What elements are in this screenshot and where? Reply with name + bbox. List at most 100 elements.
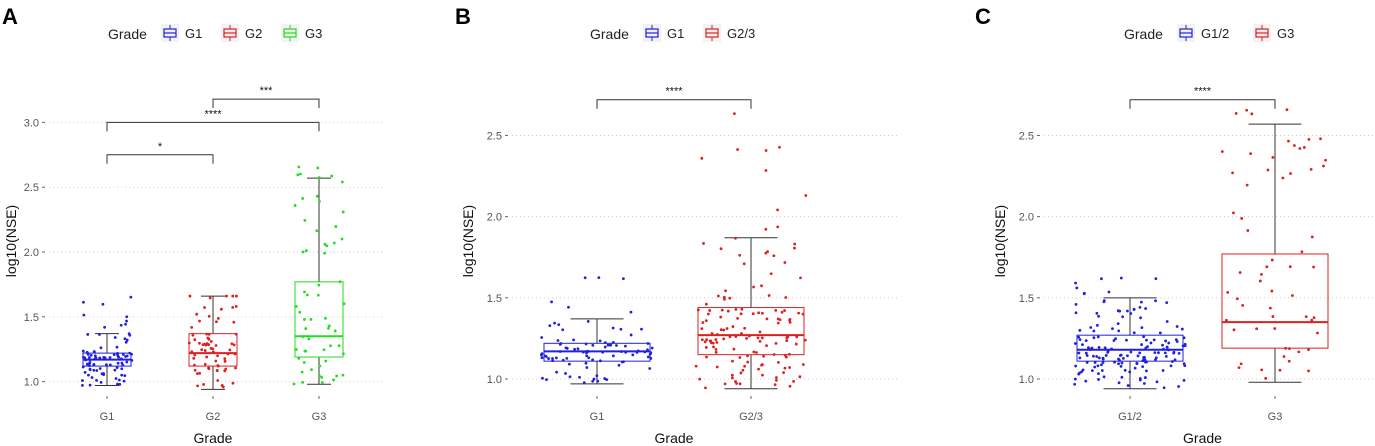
- data-point: [192, 356, 196, 360]
- data-point: [1169, 364, 1173, 368]
- data-point: [756, 336, 760, 340]
- data-point: [629, 333, 633, 337]
- data-point: [766, 250, 770, 254]
- data-point: [1095, 311, 1099, 315]
- significance-bracket: ****: [106, 108, 320, 132]
- data-point: [317, 283, 321, 287]
- data-point: [88, 367, 92, 371]
- data-point: [714, 338, 718, 341]
- data-point: [1250, 112, 1254, 116]
- y-tick-label: 2.0: [1019, 212, 1034, 224]
- data-point: [292, 382, 296, 386]
- data-point: [1121, 356, 1125, 360]
- data-point: [568, 375, 572, 379]
- data-point: [1271, 315, 1275, 318]
- data-point: [582, 381, 586, 384]
- panel-label-a: A: [2, 4, 18, 29]
- data-point: [112, 353, 116, 357]
- legend-key-g1: [643, 24, 661, 42]
- data-point: [211, 350, 215, 354]
- data-point: [586, 350, 590, 353]
- data-point: [754, 351, 758, 354]
- data-point: [793, 242, 797, 246]
- data-point: [207, 343, 211, 347]
- data-point: [1140, 343, 1143, 346]
- y-axis-title: log10(NSE): [3, 205, 19, 277]
- data-point: [1157, 351, 1160, 355]
- data-point: [301, 335, 305, 338]
- data-point: [128, 351, 132, 355]
- data-point: [1078, 338, 1082, 342]
- data-point: [216, 364, 220, 368]
- data-point: [207, 314, 211, 318]
- data-point: [325, 244, 329, 248]
- data-point: [1118, 354, 1122, 357]
- data-point: [584, 342, 588, 346]
- data-point: [340, 180, 344, 184]
- legend-title: Grade: [108, 26, 147, 42]
- data-point: [788, 318, 791, 322]
- box-g1: [540, 276, 654, 385]
- y-axis-title: log10(NSE): [460, 205, 476, 277]
- data-point: [540, 356, 544, 360]
- data-point: [803, 338, 807, 342]
- data-point: [201, 343, 205, 346]
- data-point: [101, 302, 105, 306]
- data-point: [207, 367, 211, 371]
- data-point: [1111, 327, 1114, 331]
- data-point: [203, 349, 207, 352]
- data-point: [215, 369, 219, 372]
- data-point: [595, 374, 599, 378]
- data-point: [735, 382, 738, 385]
- data-point: [1149, 341, 1153, 345]
- data-point: [98, 367, 102, 370]
- data-point: [324, 316, 327, 320]
- data-point: [576, 347, 580, 351]
- data-point: [548, 324, 552, 328]
- data-point: [1085, 354, 1089, 357]
- data-point: [90, 376, 94, 379]
- data-point: [611, 326, 615, 330]
- data-point: [1255, 327, 1259, 331]
- data-point: [597, 276, 601, 279]
- y-tick-label: 1.0: [1019, 374, 1034, 386]
- data-point: [731, 325, 735, 328]
- data-point: [332, 241, 336, 245]
- data-point: [318, 200, 321, 203]
- legend-title: Grade: [1124, 26, 1163, 42]
- data-point: [1161, 369, 1165, 372]
- data-point: [722, 295, 726, 299]
- data-point: [758, 339, 762, 343]
- data-point: [187, 341, 191, 345]
- data-point: [775, 378, 778, 382]
- data-point: [752, 285, 756, 289]
- data-point: [725, 327, 729, 330]
- data-point: [307, 337, 311, 341]
- data-point: [1163, 351, 1167, 355]
- data-point: [752, 350, 756, 354]
- data-point: [558, 350, 562, 353]
- significance-bracket: *: [106, 141, 214, 164]
- data-point: [1298, 147, 1302, 150]
- data-point: [216, 317, 220, 320]
- data-point: [704, 346, 708, 349]
- data-point: [722, 337, 726, 341]
- data-point: [1102, 300, 1106, 304]
- data-point: [1120, 361, 1124, 365]
- data-point: [1182, 336, 1186, 340]
- data-point: [797, 311, 801, 315]
- data-point: [1162, 386, 1166, 390]
- data-point: [115, 345, 119, 349]
- data-point: [1074, 311, 1078, 315]
- data-point: [231, 381, 235, 385]
- data-point: [1120, 375, 1124, 379]
- data-point: [193, 363, 196, 367]
- data-point: [719, 247, 723, 251]
- data-point: [769, 272, 773, 276]
- data-point: [601, 350, 605, 354]
- data-point: [330, 174, 334, 178]
- data-point: [342, 352, 345, 356]
- data-point: [332, 378, 335, 382]
- data-point: [1288, 265, 1292, 269]
